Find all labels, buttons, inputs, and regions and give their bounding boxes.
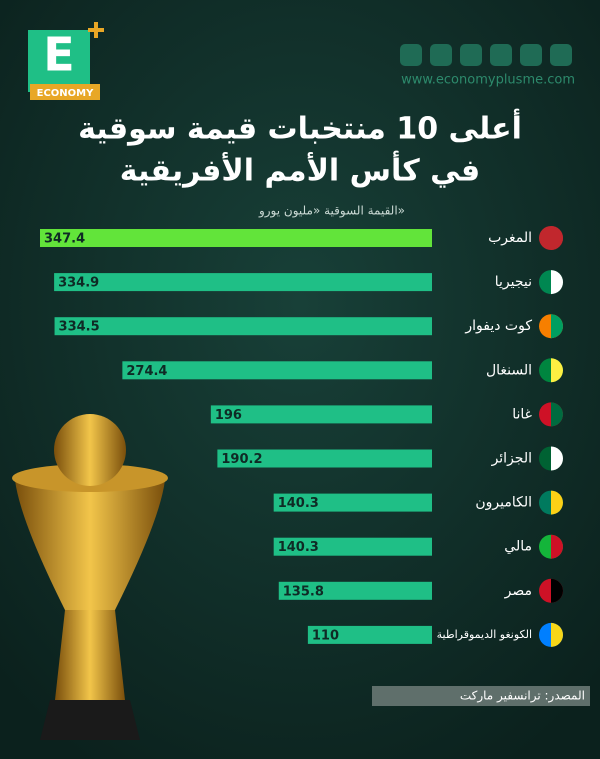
social-icons [400,44,572,66]
category-label: غانا [512,406,532,422]
category-label: نيجيريا [495,274,532,290]
category-label: الكاميرون [475,495,532,511]
flag [551,402,563,427]
logo: E ECONOMY [28,22,104,100]
value-label: 140.3 [278,540,319,555]
value-label: 347.4 [44,232,85,247]
bar [122,361,433,380]
flag [551,270,563,295]
flag [551,314,563,339]
subtitle: القيمة السوقية «مليون يورو» [258,204,405,219]
logo-name: ECONOMY [37,88,94,99]
bar [273,537,432,556]
value-label: 334.9 [58,276,99,291]
bar [307,625,432,644]
source-box [372,686,590,706]
category-label: المغرب [488,230,532,246]
value-label: 140.3 [278,496,319,511]
value-label: 334.5 [59,320,100,335]
flag [551,534,563,559]
bar [217,449,432,468]
bar [40,229,432,247]
flag [551,358,563,383]
value-label: 190.2 [221,452,262,467]
bar [210,405,432,424]
value-label: 135.8 [283,584,324,599]
title-line: في كأس الأمم الأفريقية [120,151,480,189]
flag [551,226,563,250]
flag [551,578,563,603]
bar [54,273,433,292]
value-label: 110 [312,628,339,643]
category-label: الجزائر [491,451,532,467]
source: المصدر: ترانسفير ماركت [460,689,585,704]
bar [273,493,432,512]
category-label: مصر [504,583,532,599]
logo-letter: E [43,28,74,82]
value-label: 274.4 [126,364,167,379]
bar [278,581,432,600]
trophy [12,414,168,740]
flag [551,490,563,515]
category-label: كوت ديفوار [464,318,532,334]
category-label: السنغال [486,362,532,378]
title-line: أعلى 10 منتخبات قيمة سوقية [78,109,522,147]
category-label: مالي [504,539,532,555]
value-label: 196 [215,408,242,423]
website: www.economyplusme.com [401,73,575,88]
flag [551,622,563,647]
flag [551,446,563,471]
category-label: الكونغو الديموقراطية [437,628,532,641]
bar [54,317,433,336]
